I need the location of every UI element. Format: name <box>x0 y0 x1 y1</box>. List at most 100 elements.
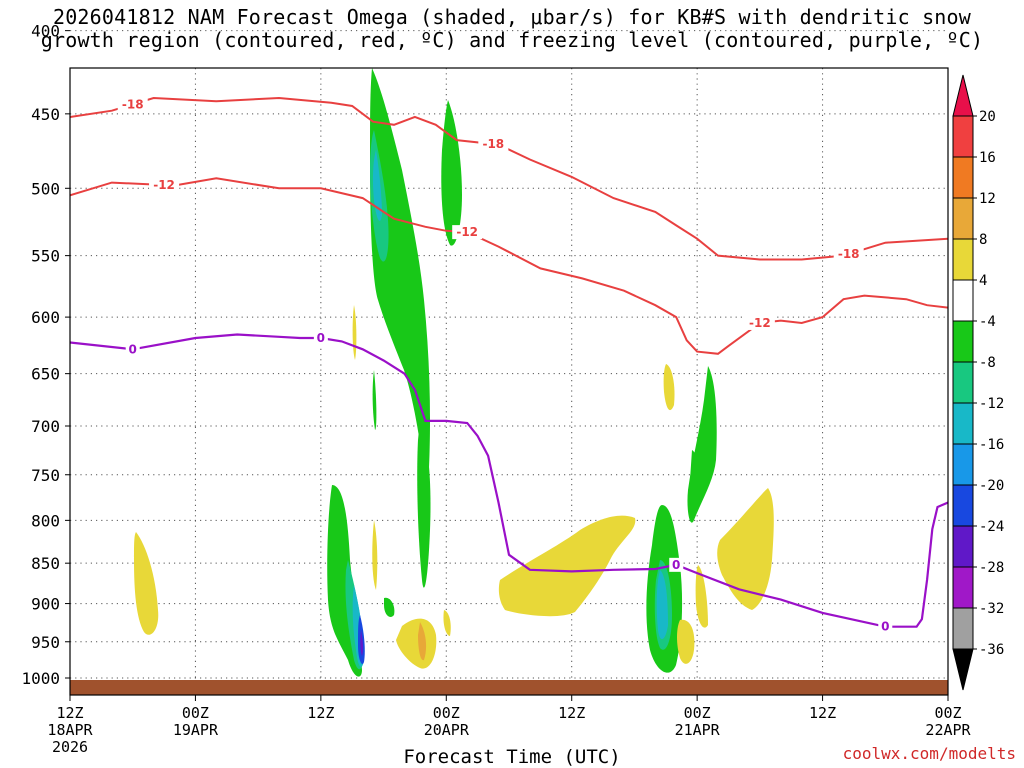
chart-title-line2: growth region (contoured, red, ºC) and f… <box>40 28 984 52</box>
y-tick-label: 900 <box>31 595 60 614</box>
dgz_minus18-label-bg <box>117 97 148 112</box>
freezing_level-label-bg <box>125 342 140 357</box>
colorbar-label: 20 <box>979 109 996 125</box>
colorbar-label: -12 <box>979 396 1004 412</box>
y-tick-label: 500 <box>31 179 60 198</box>
y-tick-label: 650 <box>31 365 60 384</box>
omega-orange-core-20apr <box>418 622 427 661</box>
colorbar-label: -32 <box>979 601 1004 617</box>
colorbar-bottom-arrow <box>952 648 974 691</box>
x-tick-date-label: 21APR <box>675 721 721 739</box>
omega-yellow-band-20apr <box>498 515 636 617</box>
dgz_minus12-label-bg <box>744 315 775 330</box>
colorbar-top-arrow <box>952 74 974 117</box>
omega-yellow-upper-east <box>663 364 675 411</box>
colorbar-swatch <box>952 197 974 240</box>
omega-cyan-low-column-east <box>656 570 668 640</box>
ground-terrain <box>70 680 948 695</box>
dgz_minus18-label: -18 <box>482 137 504 151</box>
colorbar-label: -20 <box>979 478 1004 494</box>
omega-green-upper-plume <box>370 68 430 492</box>
omega-green-upper-east <box>441 100 462 246</box>
x-tick-label: 12Z <box>56 704 83 722</box>
colorbar-swatch <box>952 361 974 404</box>
dgz_minus18-label-bg <box>478 137 509 152</box>
omega-yellow-blob-20apr <box>396 618 437 669</box>
y-tick-label: 700 <box>31 417 60 436</box>
colorbar-swatch <box>952 525 974 568</box>
y-tick-label: 850 <box>31 554 60 573</box>
dgz_minus18-label: -18 <box>838 247 860 261</box>
x-axis-label: Forecast Time (UTC) <box>403 746 621 768</box>
x-tick-label: 12Z <box>809 704 836 722</box>
omega-cyan-upper <box>372 150 382 221</box>
y-tick-label: 950 <box>31 633 60 652</box>
colorbar-label: -16 <box>979 437 1004 453</box>
colorbar-label: -36 <box>979 642 1004 658</box>
x-tick-year-label: 2026 <box>52 738 88 756</box>
dgz_minus12-contour <box>70 177 948 355</box>
colorbar-swatch <box>952 238 974 281</box>
freezing_level-label: 0 <box>317 331 325 345</box>
x-tick-label: 12Z <box>307 704 334 722</box>
omega-green-mid-east-2 <box>689 450 699 504</box>
y-tick-label: 1000 <box>21 669 60 688</box>
omega-shading <box>134 68 774 677</box>
freezing_level-label: 0 <box>881 620 889 634</box>
dgz_minus12-label: -12 <box>456 225 478 239</box>
dgz_minus18-label: -18 <box>122 97 144 111</box>
freezing_level-label: 0 <box>129 342 137 356</box>
colorbar-swatch <box>952 443 974 486</box>
freezing_level-label: 0 <box>672 558 680 572</box>
omega-yellow-thin-2 <box>372 520 378 590</box>
x-tick-label: 00Z <box>934 704 961 722</box>
colorbar-label: 16 <box>979 150 996 166</box>
omega-yellow-low-east-2 <box>695 565 708 628</box>
colorbar: 20 16 12 8 4 -4 -8 -12 -16 -20 -24 -28 -32 -36 <box>952 74 1004 691</box>
y-tick-label: 800 <box>31 511 60 530</box>
colorbar-swatch <box>952 320 974 363</box>
omega-yellow-low-east-1 <box>677 619 695 664</box>
y-tick-label: 750 <box>31 466 60 485</box>
colorbar-label: -8 <box>979 355 996 371</box>
x-tick-date-label: 18APR <box>47 721 93 739</box>
dgz_minus12-label: -12 <box>749 316 771 330</box>
x-tick-date-label: 22APR <box>925 721 971 739</box>
colorbar-swatch <box>952 484 974 527</box>
colorbar-label: -28 <box>979 560 1004 576</box>
freezing_level-label-bg <box>313 330 328 345</box>
colorbar-label: -4 <box>979 314 996 330</box>
colorbar-swatch <box>952 115 974 158</box>
omega-yellow-blob-21apr <box>717 488 774 610</box>
omega-green-thin-streak <box>372 370 377 430</box>
colorbar-swatch <box>952 156 974 199</box>
dgz_minus12-label-bg <box>149 177 180 192</box>
contour-lines: -18 -18 -18 -12 -12 -12 0 0 0 0 <box>70 96 948 634</box>
y-tick-label: 600 <box>31 308 60 327</box>
x-tick-date-label: 19APR <box>173 721 219 739</box>
omega-purple-core <box>360 630 364 656</box>
chart-title: 2026041812 NAM Forecast Omega (shaded, μ… <box>0 6 1024 52</box>
colorbar-swatch <box>952 607 974 650</box>
colorbar-label: 4 <box>979 273 987 289</box>
colorbar-label: -24 <box>979 519 1004 535</box>
y-tick-label: 550 <box>31 247 60 266</box>
x-tick-label: 12Z <box>558 704 585 722</box>
freezing_level-label-bg <box>669 557 684 572</box>
colorbar-swatch <box>952 566 974 609</box>
omega-green-small-blob <box>384 597 395 617</box>
x-tick-label: 00Z <box>433 704 460 722</box>
omega-yellow-west <box>134 532 159 635</box>
x-tick-label: 00Z <box>684 704 711 722</box>
colorbar-label: 8 <box>979 232 987 248</box>
x-tick-date-label: 20APR <box>424 721 470 739</box>
colorbar-swatch <box>952 279 974 322</box>
dgz_minus18-label-bg <box>833 247 864 262</box>
dgz_minus12-label: -12 <box>153 178 175 192</box>
plot-frame <box>69 67 949 696</box>
chart-title-line1: 2026041812 NAM Forecast Omega (shaded, μ… <box>52 5 972 29</box>
colorbar-label: 12 <box>979 191 996 207</box>
freezing_level-label-bg <box>878 619 893 634</box>
